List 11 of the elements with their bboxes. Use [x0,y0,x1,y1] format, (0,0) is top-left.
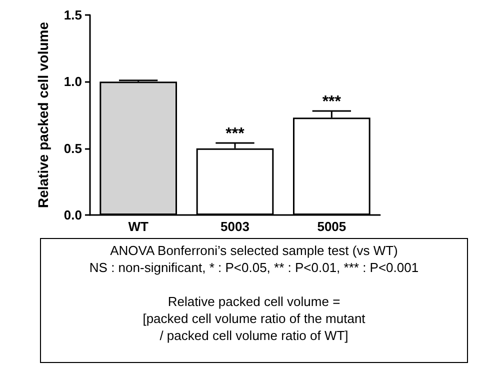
note-frame: ANOVA Bonferroni’s selected sample test (vs WT) NS : non-significant, * : P<0.05, ** : P<0.01, *** : P<0.001 Relative packed cell volume = [packed cell volume ratio of the mutant / packed cell volume ratio of WT] [40,238,468,363]
annotation: *** [226,126,246,142]
y-tick-label: 1.0 [64,74,82,90]
x-tick-label: 5003 [220,219,250,234]
y-tick-label: 0.5 [64,140,82,156]
y-tick-label: 1.5 [64,8,82,22]
x-tick-label: WT [128,219,148,234]
annotation: *** [322,94,342,110]
y-axis-title: Relative packed cell volume [35,22,51,208]
y-tick-label: 0.0 [64,208,82,222]
x-tick-label: 5005 [317,219,346,234]
